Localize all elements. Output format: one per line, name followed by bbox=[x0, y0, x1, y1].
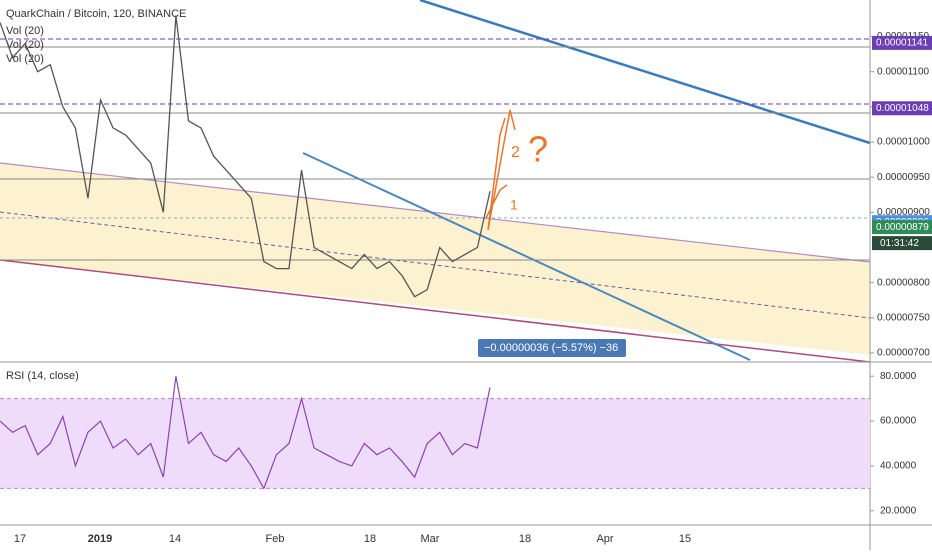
channel-mid bbox=[0, 211, 871, 319]
annotation: 1 bbox=[510, 197, 518, 213]
x-tick-label: 17 bbox=[14, 533, 26, 545]
trend-line bbox=[419, 0, 871, 145]
indicator-label: Vol (20) bbox=[6, 39, 44, 51]
annotation: 2 bbox=[511, 144, 520, 161]
indicator-label: Vol (20) bbox=[6, 53, 44, 65]
tooltip-box bbox=[478, 339, 626, 357]
rsi-title: RSI (14, close) bbox=[6, 370, 79, 382]
drawing-arrows bbox=[485, 109, 516, 231]
tooltip: −0.00000036 (−5.57%) −36 bbox=[484, 342, 618, 354]
y-tick-label: 0.00000750 bbox=[877, 312, 930, 323]
y-tick-label: 0.00000700 bbox=[877, 348, 930, 359]
x-tick-label: 2019 bbox=[88, 533, 112, 545]
y-tick-label: 0.00000950 bbox=[877, 172, 930, 183]
x-tick-label: 15 bbox=[679, 533, 691, 545]
y-tick-label: 0.00000800 bbox=[877, 277, 930, 288]
price-line bbox=[0, 15, 491, 298]
x-tick-label: Feb bbox=[266, 533, 285, 545]
price-tag bbox=[872, 220, 932, 235]
x-tick-label: 18 bbox=[364, 533, 376, 545]
rsi-tick-label: 60.0000 bbox=[880, 416, 917, 427]
x-tick-label: 14 bbox=[169, 533, 181, 545]
annotation: ? bbox=[528, 129, 548, 170]
rsi-tick-label: 20.0000 bbox=[880, 505, 917, 516]
trend-line bbox=[302, 152, 751, 361]
y-tick-label: 0.00001000 bbox=[877, 137, 930, 148]
symbol-title: QuarkChain / Bitcoin, 120, BINANCE bbox=[6, 8, 186, 20]
price-tag-label: 0.00001141 bbox=[876, 38, 929, 49]
indicator-label: Vol (20) bbox=[6, 25, 44, 37]
x-tick-label: 18 bbox=[519, 533, 531, 545]
rsi-line bbox=[0, 376, 491, 490]
price-tag-label: 0.00000879 bbox=[876, 222, 929, 233]
y-tick-label: 0.00001100 bbox=[877, 66, 930, 77]
price-tag bbox=[872, 101, 932, 116]
price-tag-label: 0.00001048 bbox=[876, 103, 929, 114]
channel-fill bbox=[0, 163, 870, 355]
rsi-band bbox=[0, 398, 870, 489]
rsi-tick-label: 40.0000 bbox=[880, 461, 917, 472]
channel-bottom bbox=[0, 259, 871, 363]
y-tick-label: 0.00000900 bbox=[877, 207, 930, 218]
x-tick-label: Apr bbox=[596, 533, 613, 545]
price-tag bbox=[872, 35, 932, 50]
x-tick-label: Mar bbox=[421, 533, 440, 545]
rsi-tick-label: 80.0000 bbox=[880, 371, 917, 382]
countdown: 01:31:42 bbox=[880, 238, 919, 249]
countdown-box bbox=[872, 236, 932, 251]
